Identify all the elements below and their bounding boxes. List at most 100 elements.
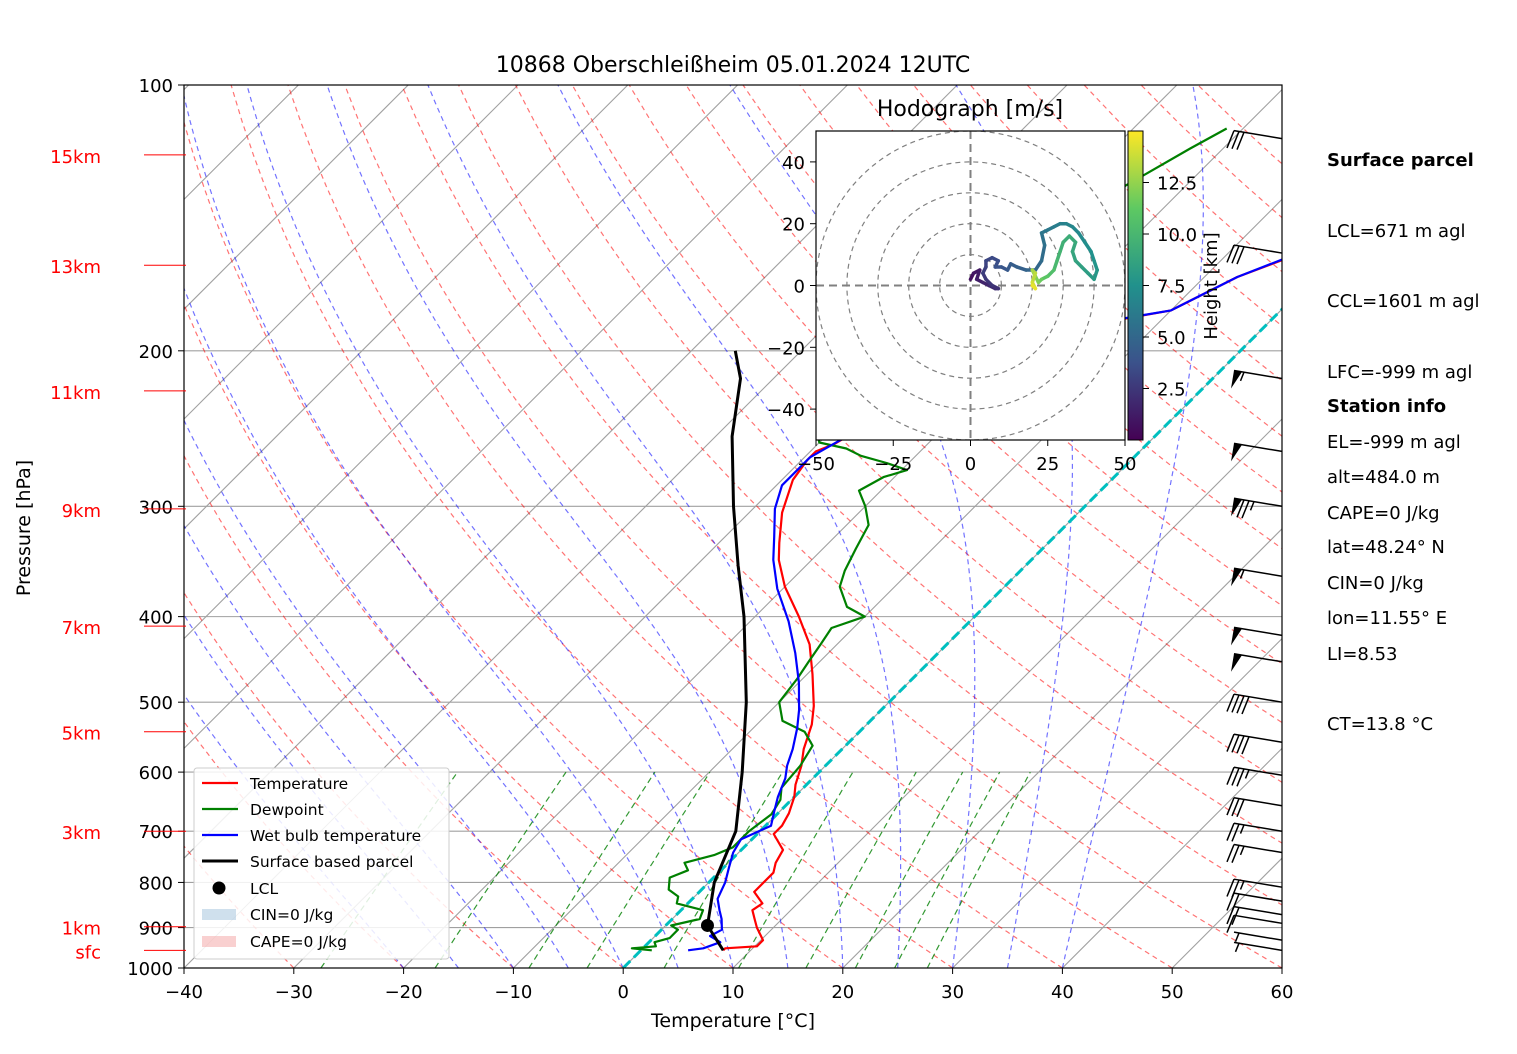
wind-barb-shaft — [1233, 878, 1283, 888]
mixing-ratio-line — [894, 771, 1001, 968]
wind-barb-full — [1236, 799, 1245, 818]
hodograph-x-tick-label: −50 — [797, 454, 835, 475]
wind-barb-shaft — [1233, 653, 1283, 663]
x-tick-label: 10 — [722, 982, 745, 1003]
isotherm-line — [184, 85, 629, 530]
wind-barb — [1231, 653, 1283, 672]
mixing-ratio-line — [586, 771, 711, 968]
wind-barb-half — [1239, 569, 1245, 579]
dry-adiabat-line — [344, 85, 1173, 968]
y-axis-label: Pressure [hPa] — [13, 460, 35, 596]
x-tick-label: 0 — [617, 982, 628, 1003]
hodograph-inset: Hodograph [m/s] −50 −25 0 25 50 −40 −20 0 20 40 2… — [767, 97, 1222, 475]
hodograph-trace-segment — [1039, 231, 1047, 248]
wind-barb-flag — [1231, 653, 1242, 672]
height-label: sfc — [75, 942, 101, 963]
height-label: 15km — [50, 147, 101, 168]
colorbar-tick-label: 7.5 — [1157, 277, 1186, 298]
isotherm-line — [184, 85, 409, 310]
wind-barb-flag — [1231, 627, 1242, 646]
wind-barb-shaft — [1233, 892, 1283, 902]
x-tick-label: 20 — [831, 982, 854, 1003]
isotherm-line — [842, 528, 1282, 968]
p-tick-label: 300 — [139, 497, 173, 518]
height-label: 11km — [50, 383, 101, 404]
legend-cape-label: CAPE=0 J/kg — [250, 933, 347, 951]
wind-barb — [1233, 931, 1283, 942]
station-info-header: Station info — [1327, 396, 1447, 417]
wind-barb-full — [1231, 893, 1240, 912]
legend-cin-label: CIN=0 J/kg — [250, 906, 333, 924]
dry-adiabat-line — [514, 85, 1282, 844]
info-lcl: LCL=671 m agl — [1327, 220, 1466, 242]
wind-barb-full — [1226, 797, 1235, 816]
wind-barb-full — [1226, 130, 1235, 149]
isotherm-line — [184, 85, 738, 640]
wind-barb-full — [1226, 915, 1235, 933]
wind-barb-shaft — [1233, 129, 1283, 140]
wind-barb-half — [1239, 880, 1245, 890]
height-label: 7km — [62, 618, 101, 639]
p-tick-label: 800 — [139, 873, 173, 894]
moist-adiabat-line — [1061, 85, 1204, 968]
info-lon: lon=11.55° E — [1327, 607, 1448, 629]
wind-barb-shaft — [1233, 626, 1283, 637]
wind-barb-full — [1231, 845, 1240, 863]
hodograph-y-tick-label: 40 — [782, 153, 805, 174]
surface-parcel-header: Surface parcel — [1327, 150, 1474, 171]
p-tick-label: 400 — [139, 608, 173, 629]
moist-adiabat-line — [557, 85, 902, 968]
hodograph-trace-segment — [1083, 240, 1093, 254]
isotherm-line — [513, 198, 1282, 968]
wind-barb-full — [1226, 767, 1235, 785]
dry-adiabat-line — [184, 120, 844, 968]
x-axis-label: Temperature [°C] — [650, 1010, 815, 1032]
hodograph-y-tick-label: −20 — [767, 338, 805, 359]
wind-barbs — [1226, 129, 1283, 953]
wind-barb-half — [1249, 501, 1255, 511]
wind-barb — [1233, 941, 1283, 953]
wind-barb-shaft — [1233, 733, 1283, 743]
hodograph-colorbar — [1127, 130, 1144, 441]
x-tick-label: 60 — [1271, 982, 1294, 1003]
hodograph-colorbar-ticks: 2.5 5.0 7.5 10.0 12.5 — [1143, 174, 1197, 401]
wind-barb — [1226, 822, 1283, 842]
moist-adiabat-line — [184, 286, 624, 968]
info-lfc: LFC=-999 m agl — [1327, 361, 1473, 383]
wind-barb-full — [1241, 736, 1250, 755]
height-label: 3km — [62, 823, 101, 844]
wind-barb — [1226, 129, 1283, 150]
dry-adiabat-line — [401, 85, 1282, 968]
legend-lcl-label: LCL — [250, 880, 278, 898]
dry-adiabat-line — [184, 720, 405, 968]
wind-barb-full — [1226, 733, 1235, 752]
wind-barb-full — [1231, 907, 1240, 926]
wind-barb — [1226, 733, 1283, 755]
moist-adiabat-line — [955, 85, 1074, 968]
wind-barb-shaft — [1233, 905, 1283, 916]
legend-box — [193, 767, 450, 960]
wind-barb-full — [1231, 694, 1240, 713]
wind-barb-full — [1231, 767, 1240, 786]
info-cin: CIN=0 J/kg — [1327, 573, 1424, 594]
height-label: 13km — [50, 257, 101, 278]
wind-barb-full — [1231, 823, 1240, 842]
wind-barb-full — [1226, 693, 1235, 712]
temperature-line — [722, 258, 1282, 952]
moist-adiabats — [184, 85, 1204, 968]
p-tick-label: 1000 — [127, 959, 173, 980]
wind-barb — [1226, 914, 1283, 933]
wind-barb-full — [1236, 695, 1245, 714]
p-tick-label: 100 — [139, 76, 173, 97]
zero-isotherm — [622, 307, 1282, 968]
legend-wetbulb-label: Wet bulb temperature — [250, 827, 421, 845]
mixing-ratio-line — [434, 771, 567, 968]
wind-barb-full — [1231, 131, 1240, 150]
wind-barb-full — [1226, 244, 1235, 263]
dry-adiabat-line — [287, 85, 1063, 968]
wind-barb-flag — [1231, 568, 1242, 587]
hodograph-colorbar-label: Height [km] — [1201, 232, 1222, 339]
height-label: 5km — [62, 724, 101, 745]
wind-barb-shaft — [1233, 941, 1283, 952]
